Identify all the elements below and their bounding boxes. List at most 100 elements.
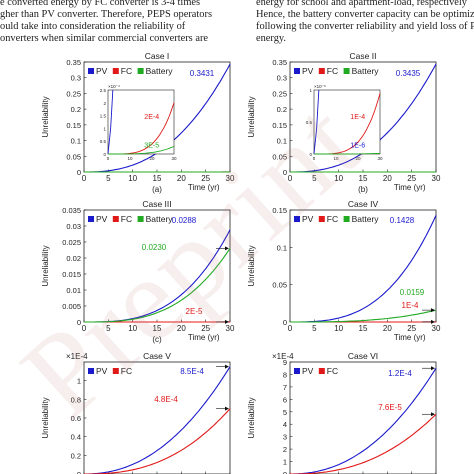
x-tick-label: 25 bbox=[201, 324, 210, 333]
legend-label: FC bbox=[327, 214, 338, 224]
y-tick-label: 0.025 bbox=[62, 238, 81, 247]
y-tick-label: 0 bbox=[77, 318, 81, 327]
y-tick-label: 0 bbox=[77, 168, 81, 177]
legend-swatch bbox=[137, 68, 144, 74]
legend-swatch bbox=[294, 68, 300, 74]
inset-annotation: 1E-4 bbox=[350, 114, 365, 121]
x-tick-label: 30 bbox=[432, 324, 441, 333]
series-line-pv bbox=[84, 366, 231, 474]
legend-label: FC bbox=[121, 66, 132, 76]
y-axis-label: Unreliability bbox=[247, 245, 256, 286]
inset-x-tick-label: 30 bbox=[171, 156, 177, 161]
y-tick-label: 0.2 bbox=[71, 451, 81, 460]
arrow-head bbox=[225, 319, 229, 324]
chart-title: Case II bbox=[350, 51, 377, 61]
legend-label: PV bbox=[96, 366, 108, 376]
text-line: energy. bbox=[256, 33, 287, 44]
inset-chart: ×10⁻⁴ 0 10 20 30 0 0.5 1 1.5 2 2.5 2E-4 3E-5 bbox=[100, 84, 177, 161]
x-tick-label: 10 bbox=[128, 174, 137, 183]
series-line-fc bbox=[84, 408, 231, 474]
inset-y-tick-label: 0.5 bbox=[306, 120, 313, 125]
legend-swatch bbox=[343, 216, 350, 222]
series-line-fc bbox=[290, 413, 437, 474]
inset-y-tick-label: 2.5 bbox=[100, 88, 107, 93]
inset-frame bbox=[313, 89, 381, 155]
legend-swatch bbox=[294, 216, 300, 222]
arrow-head bbox=[225, 406, 229, 411]
x-tick-label: 20 bbox=[383, 324, 392, 333]
x-tick-label: 0 bbox=[82, 324, 87, 333]
inset-exponent-label: ×10⁻⁶ bbox=[314, 84, 326, 89]
inset-y-tick-label: 0 bbox=[103, 152, 106, 157]
legend-swatch bbox=[88, 216, 94, 222]
chart-panel: Case V×1E-405101520253000.20.40.60.81Tim… bbox=[41, 351, 231, 474]
annotation-label: 0.3435 bbox=[396, 69, 421, 78]
legend-label: PV bbox=[302, 366, 314, 376]
x-tick-label: 0 bbox=[288, 174, 293, 183]
y-tick-label: 0 bbox=[283, 168, 287, 177]
inset-series-line bbox=[314, 152, 380, 155]
x-tick-label: 20 bbox=[177, 324, 186, 333]
x-tick-label: 20 bbox=[177, 174, 186, 183]
y-tick-label: 0.01 bbox=[66, 286, 81, 295]
legend-label: Battery bbox=[352, 214, 380, 224]
y-tick-label: 8 bbox=[283, 370, 287, 379]
inset-y-tick-label: 1.5 bbox=[100, 114, 107, 119]
legend-swatch bbox=[112, 216, 119, 222]
y-axis-label: Unreliability bbox=[247, 96, 256, 137]
annotation-label: 1.2E-4 bbox=[388, 369, 412, 378]
text-line: Hence, the battery converter capacity ca… bbox=[256, 9, 474, 20]
y-tick-label: 0.25 bbox=[272, 89, 287, 98]
text-line: following the converter reliability and … bbox=[256, 21, 474, 32]
arrow-head bbox=[225, 246, 229, 251]
x-tick-label: 30 bbox=[226, 174, 235, 183]
x-tick-label: 10 bbox=[128, 324, 137, 333]
inset-x-tick-label: 20 bbox=[355, 156, 361, 161]
legend-label: PV bbox=[96, 214, 108, 224]
chart-title: Case IV bbox=[348, 199, 379, 209]
inset-x-tick-label: 10 bbox=[333, 156, 339, 161]
x-tick-label: 5 bbox=[312, 324, 317, 333]
x-tick-label: 15 bbox=[153, 324, 162, 333]
arrow-head bbox=[431, 308, 435, 313]
legend-swatch bbox=[318, 368, 325, 374]
y-tick-label: 1 bbox=[283, 458, 287, 467]
y-tick-label: 0.2 bbox=[277, 105, 287, 114]
text-line: onverters when similar commercial conver… bbox=[0, 33, 209, 44]
annotation-label: 0.1428 bbox=[390, 216, 415, 225]
chart-title: Case VI bbox=[348, 351, 378, 361]
axis-exponent-label: ×1E-4 bbox=[272, 352, 294, 361]
chart-panel: Case VI×1E-40510152025300123456789Time (… bbox=[247, 351, 437, 474]
x-tick-label: 0 bbox=[82, 174, 87, 183]
inset-annotation: 2E-4 bbox=[144, 114, 159, 121]
legend-label: FC bbox=[121, 366, 132, 376]
annotation-label: 0.0230 bbox=[142, 243, 167, 252]
x-tick-label: 30 bbox=[432, 174, 441, 183]
chart-title: Case I bbox=[145, 51, 170, 61]
y-axis-label: Unreliability bbox=[41, 245, 50, 286]
text-line: e converted energy by FC converter is 3-… bbox=[0, 0, 201, 8]
inset-y-tick-label: 0 bbox=[309, 152, 312, 157]
legend-label: PV bbox=[96, 66, 108, 76]
annotation-label: 0.0288 bbox=[172, 216, 197, 225]
inset-chart: ×10⁻⁶ 0 10 20 30 0 0.5 1 1E-4 1E-6 bbox=[306, 84, 383, 161]
y-axis-label: Unreliability bbox=[41, 397, 50, 438]
legend-label: Battery bbox=[352, 66, 380, 76]
y-tick-label: 5 bbox=[283, 408, 287, 417]
y-tick-label: 0.1 bbox=[277, 137, 287, 146]
y-axis-label: Unreliability bbox=[247, 397, 256, 438]
x-tick-label: 25 bbox=[407, 324, 416, 333]
y-tick-label: 0.15 bbox=[272, 206, 287, 215]
series-line-pv bbox=[290, 367, 437, 474]
x-axis-label: Time (yr) bbox=[394, 183, 426, 192]
y-tick-label: 0.05 bbox=[272, 152, 287, 161]
inset-x-tick-label: 30 bbox=[377, 156, 383, 161]
x-tick-label: 20 bbox=[383, 174, 392, 183]
x-axis-label: Time (yr) bbox=[394, 333, 426, 342]
annotation-label: 1E-4 bbox=[402, 301, 419, 310]
x-tick-label: 15 bbox=[153, 174, 162, 183]
y-tick-label: 0.05 bbox=[66, 152, 81, 161]
y-tick-label: 3 bbox=[283, 433, 287, 442]
x-tick-label: 30 bbox=[226, 324, 235, 333]
x-tick-label: 5 bbox=[106, 324, 111, 333]
